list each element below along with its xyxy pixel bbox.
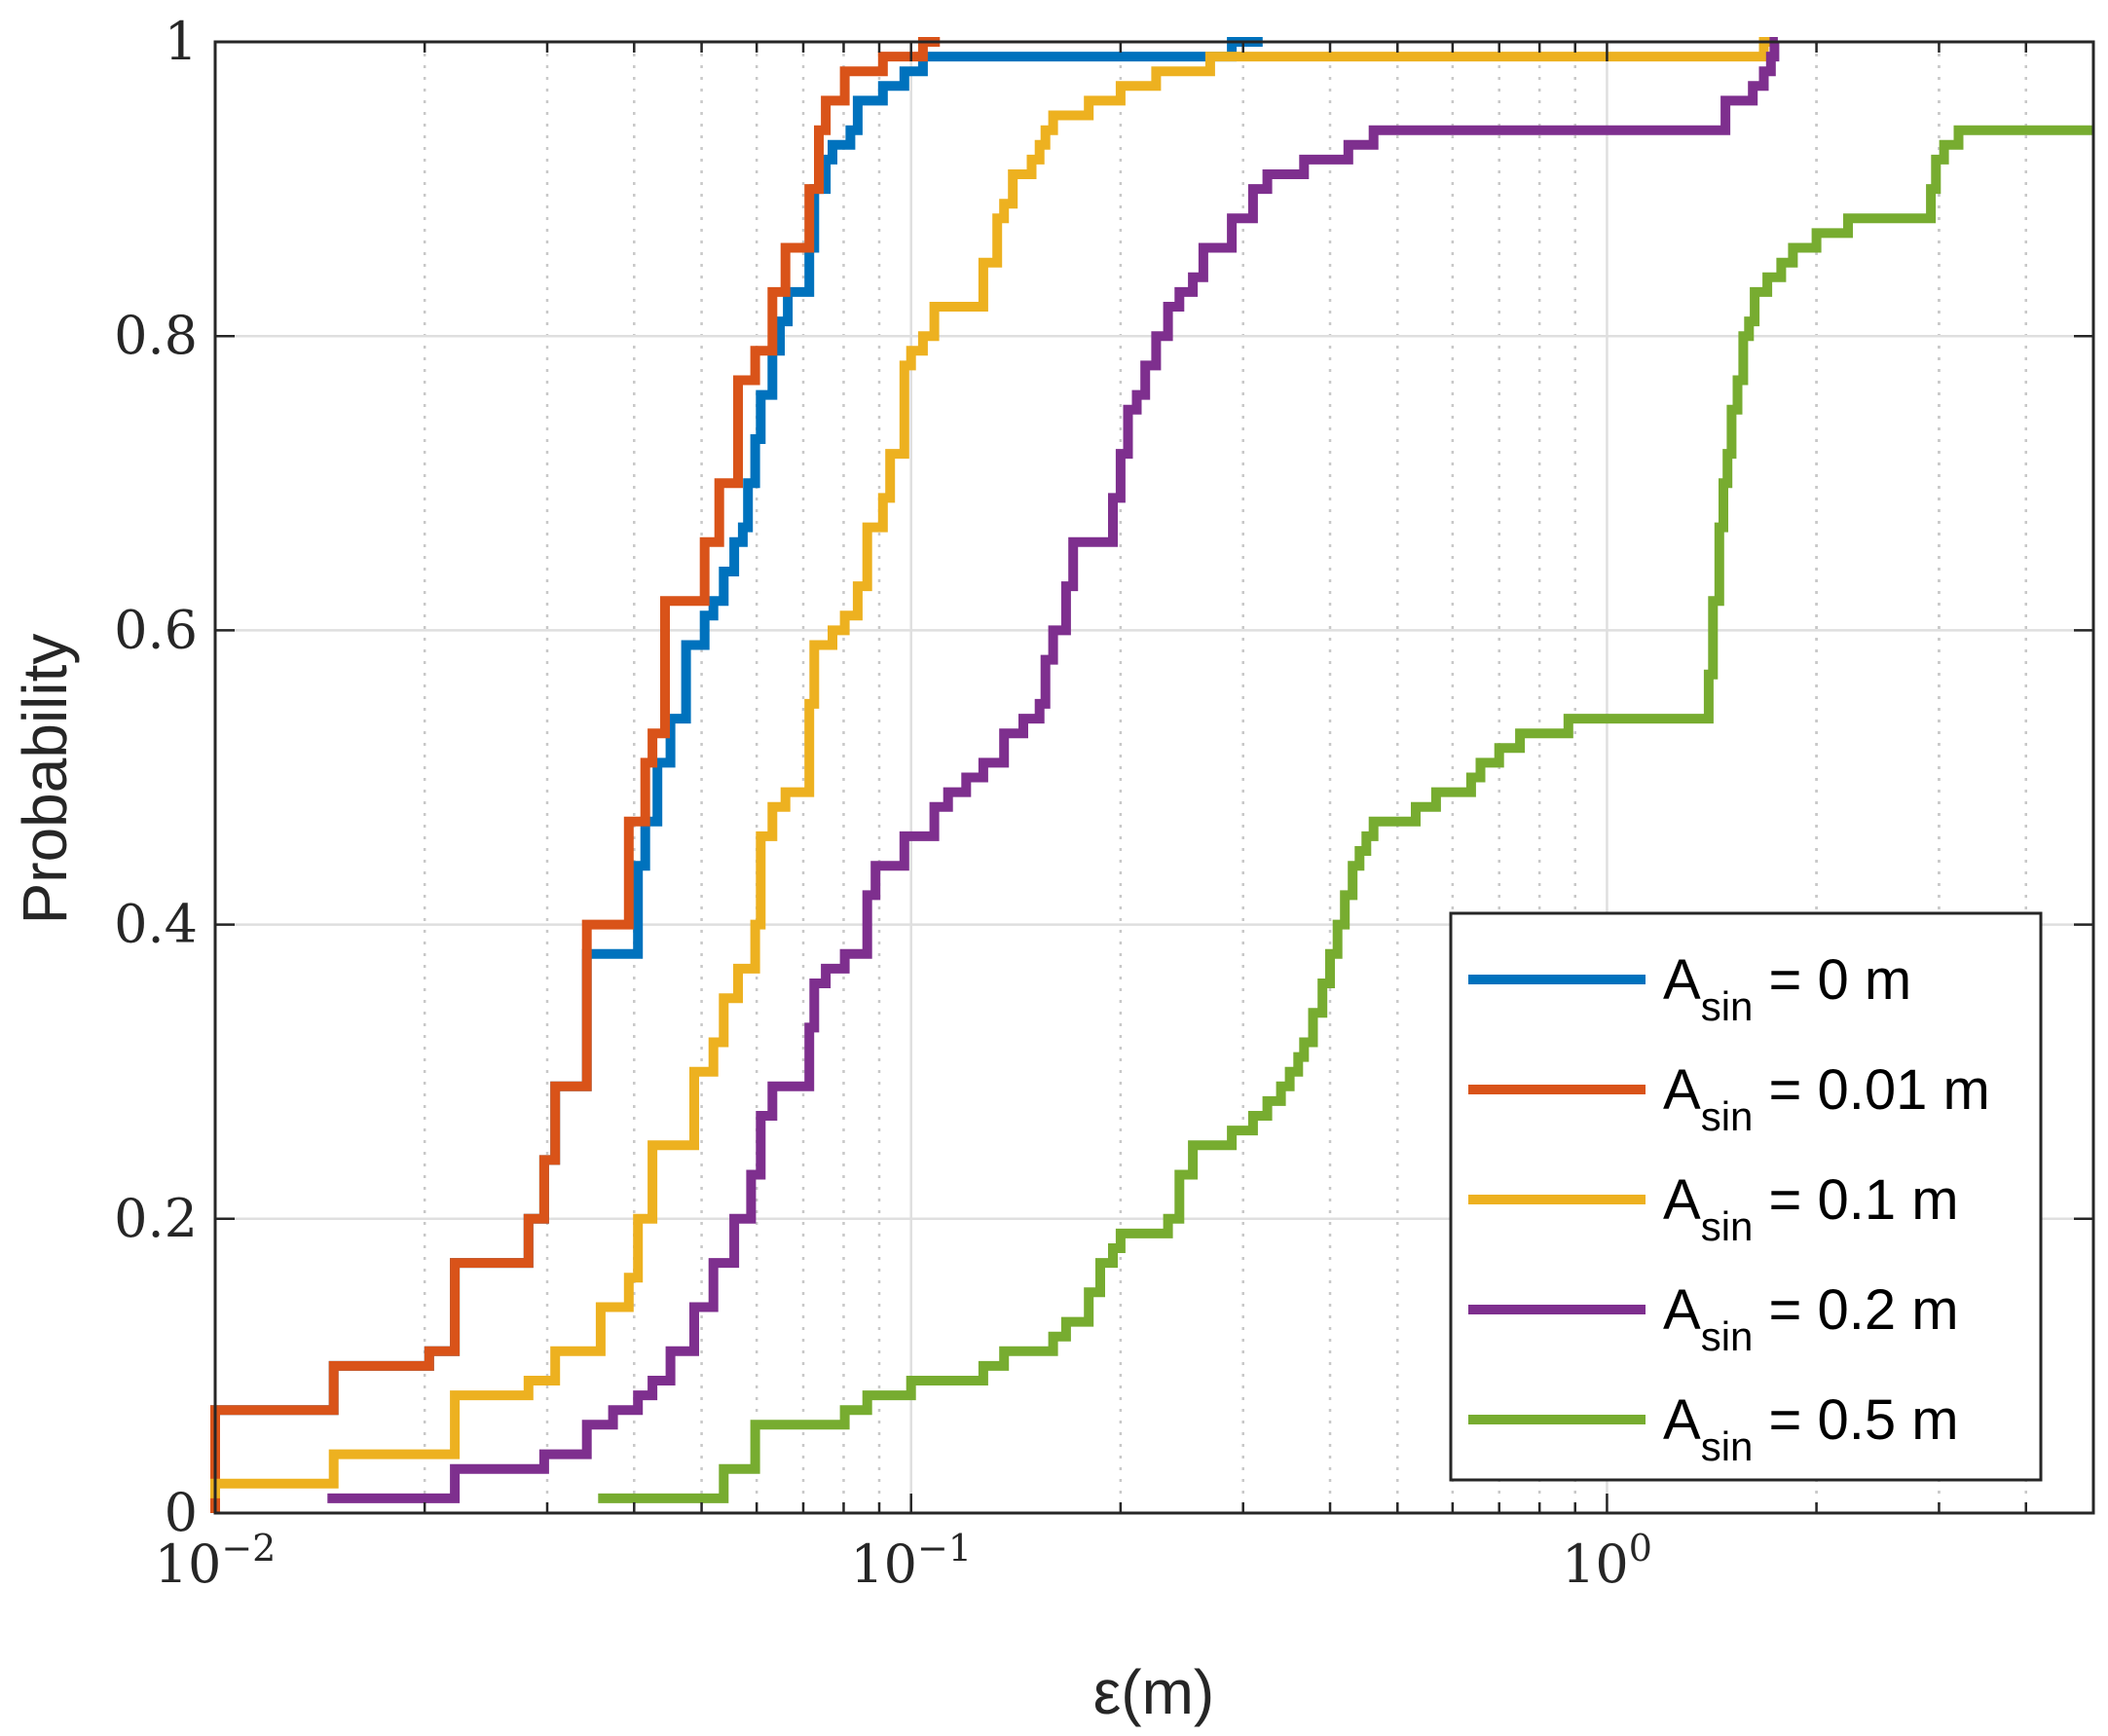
axes-box: [213, 40, 2095, 1515]
ticks: [213, 40, 2095, 1515]
x-tick-label: 10−1: [850, 1527, 972, 1595]
legend-label-4: Asin = 0.5 m: [1663, 1388, 1959, 1469]
tick-labels: 0 0.2 0.4 0.6 0.8 1 10−2 10−1 100: [114, 11, 1652, 1595]
legend: Asin = 0 m Asin = 0.01 m Asin = 0.1 m Asin …: [1449, 911, 2043, 1482]
legend-label-2: Asin = 0.1 m: [1663, 1168, 1959, 1249]
x-tick-label: 10−2: [155, 1527, 277, 1595]
series-layer: [210, 37, 2093, 1513]
y-tick-label: 0.6: [114, 599, 198, 660]
y-tick-label: 0.2: [114, 1188, 198, 1249]
legend-label-3: Asin = 0.2 m: [1663, 1278, 1959, 1359]
series-line-4: [598, 125, 2093, 1503]
y-tick-label: 0.4: [114, 894, 198, 955]
y-axis-title: Probability: [10, 634, 80, 925]
y-tick-label: 0.8: [114, 305, 198, 366]
legend-label-1: Asin = 0.01 m: [1663, 1058, 1990, 1139]
series-line-2: [210, 37, 1775, 1498]
x-axis-title: ε(m): [1093, 1657, 1214, 1727]
y-tick-label: 0: [165, 1482, 198, 1543]
y-tick-label: 1: [165, 11, 198, 72]
x-tick-label: 100: [1562, 1527, 1652, 1595]
series-line-1: [210, 37, 941, 1513]
series-line-3: [327, 37, 1780, 1503]
legend-label-0: Asin = 0 m: [1663, 948, 1911, 1029]
